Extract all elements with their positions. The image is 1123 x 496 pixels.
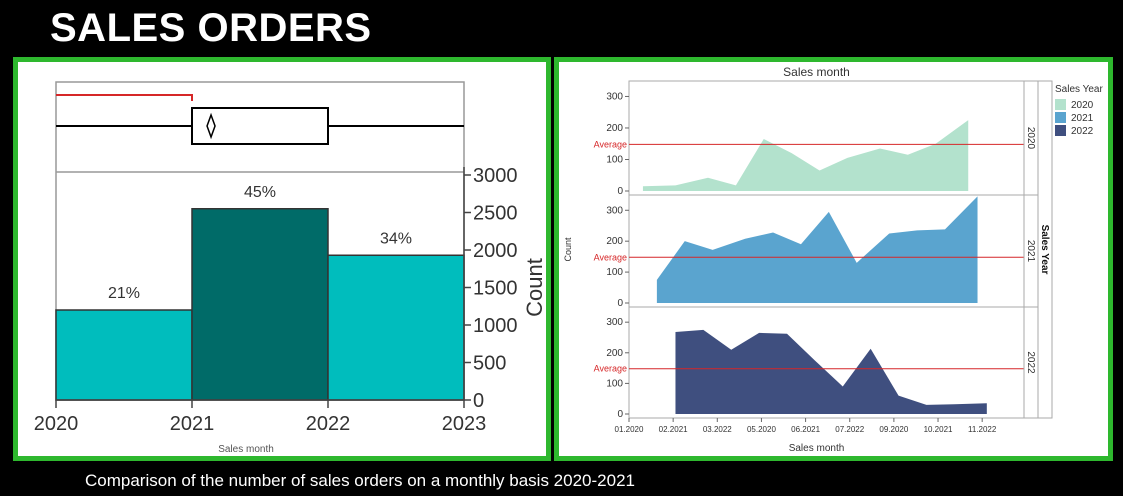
boxplot-mean-diamond [206, 112, 216, 140]
x-tick-label: 11.2022 [968, 425, 997, 434]
facet-group-strip [1037, 80, 1053, 419]
average-label: Average [594, 252, 627, 262]
facet-strip-label: 2021 [1025, 240, 1036, 263]
histogram-bar [55, 309, 193, 401]
y-tick-label: 2500 [473, 203, 518, 225]
y-tick-label: 200 [606, 123, 623, 134]
area-chart: Sales month Average 0 100 200 300 2020 Average 0… [563, 65, 1103, 454]
x-tick-label: 2020 [34, 413, 79, 435]
facet-group-label: Sales Year [1039, 225, 1050, 275]
y-tick-label: 0 [617, 186, 623, 197]
chart-title: Sales month [783, 65, 850, 79]
y-tick-label: 200 [606, 348, 623, 359]
histogram-bar [191, 208, 329, 401]
facet-strip-label: 2020 [1025, 127, 1036, 150]
y-tick-label: 100 [606, 378, 623, 389]
x-axis-title: Sales month [218, 444, 274, 455]
histogram-bar [327, 254, 465, 401]
x-tick-label: 2023 [442, 413, 487, 435]
histogram-chart: 21% 45% 34% 0 500 1000 1500 2000 2500 3000 Count 20… [34, 81, 547, 455]
legend-label: 2020 [1071, 100, 1094, 111]
page-title: SALES ORDERS [50, 6, 372, 50]
x-tick-label: 05.2020 [747, 425, 776, 434]
boxplot-range-bar [56, 94, 193, 101]
area-chart-panel: Sales month Average 0 100 200 300 2020 Average 0… [554, 57, 1113, 461]
x-tick-label: 10.2021 [924, 425, 953, 434]
y-tick-label: 100 [606, 154, 623, 165]
y-tick-label: 0 [617, 409, 623, 420]
x-tick-label: 07.2022 [835, 425, 864, 434]
chart-caption: Comparison of the number of sales orders… [85, 471, 635, 490]
area-series-2022 [675, 329, 987, 414]
y-tick-label: 100 [606, 267, 623, 278]
legend-swatch [1055, 99, 1066, 110]
average-label: Average [594, 364, 627, 374]
x-axis-title: Sales month [789, 443, 845, 454]
x-tick-label: 01.2020 [615, 425, 644, 434]
average-label: Average [594, 139, 627, 149]
y-tick-label: 0 [473, 390, 484, 412]
x-tick-label: 2021 [170, 413, 215, 435]
legend-swatch [1055, 112, 1066, 123]
y-tick-label: 500 [473, 353, 506, 375]
x-tick-label: 09.2020 [879, 425, 908, 434]
y-tick-label: 300 [606, 317, 623, 328]
y-tick-label: 2000 [473, 240, 518, 262]
y-tick-label: 300 [606, 205, 623, 216]
bar-percent-label: 45% [244, 184, 276, 201]
y-axis-title: Count [522, 258, 546, 317]
area-series-2021 [656, 196, 978, 303]
legend-swatch [1055, 125, 1066, 136]
y-tick-label: 300 [606, 91, 623, 102]
area-series-2020 [642, 120, 969, 191]
facet-strip-label: 2022 [1025, 351, 1036, 374]
y-tick-label: 1000 [473, 315, 518, 337]
x-tick-label: 03.2022 [703, 425, 732, 434]
bar-percent-label: 21% [108, 285, 140, 302]
y-tick-label: 1500 [473, 278, 518, 300]
y-tick-label: 0 [617, 298, 623, 309]
y-tick-label: 200 [606, 236, 623, 247]
histogram-panel: 21% 45% 34% 0 500 1000 1500 2000 2500 3000 Count 20… [13, 57, 551, 461]
legend-label: 2021 [1071, 113, 1094, 124]
x-tick-label: 2022 [306, 413, 351, 435]
legend-label: 2022 [1071, 126, 1094, 137]
x-tick-label: 02.2021 [659, 425, 688, 434]
bar-percent-label: 34% [380, 230, 412, 247]
x-tick-label: 06.2021 [791, 425, 820, 434]
legend-title: Sales Year [1055, 84, 1103, 95]
y-tick-label: 3000 [473, 165, 518, 187]
y-axis-title: Count [563, 237, 573, 262]
